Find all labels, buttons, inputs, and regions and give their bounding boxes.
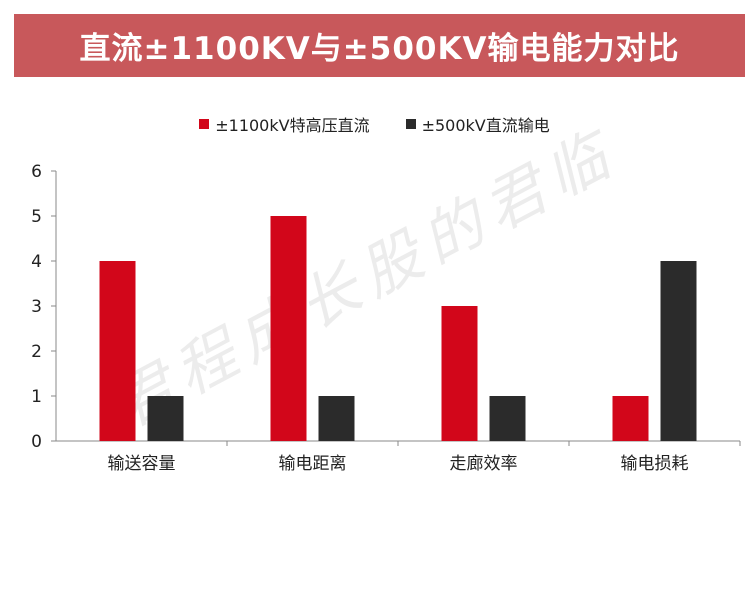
bar-1-4 <box>612 396 649 441</box>
title-bar: 直流±1100KV与±500KV输电能力对比 <box>14 14 745 77</box>
y-tick-label: 5 <box>31 207 42 227</box>
y-tick-label: 2 <box>31 342 42 362</box>
y-tick-label: 6 <box>31 162 42 182</box>
legend-item-series-1: ±1100kV特高压直流 <box>199 112 370 136</box>
chart-legend: ±1100kV特高压直流 ±500kV直流输电 <box>0 112 749 136</box>
legend-swatch-series-2 <box>405 119 416 129</box>
y-tick-label: 4 <box>31 252 42 272</box>
legend-label-series-2: ±500kV直流输电 <box>421 116 550 135</box>
bar-2-3 <box>489 396 526 441</box>
bar-chart: 0 1 2 3 4 5 6 输送容量 输电距离 走廊效率 输电损耗 <box>31 162 741 474</box>
legend-item-series-2: ±500kV直流输电 <box>405 112 550 136</box>
bar-1-1 <box>99 261 136 441</box>
legend-swatch-series-1 <box>199 119 210 129</box>
page-title: 直流±1100KV与±500KV输电能力对比 <box>79 31 680 67</box>
legend-label-series-1: ±1100kV特高压直流 <box>215 116 370 135</box>
x-tick-label: 输送容量 <box>108 454 176 474</box>
bar-2-4 <box>660 261 697 441</box>
bar-2-1 <box>147 396 184 441</box>
bar-1-2 <box>270 216 307 441</box>
bar-2-2 <box>318 396 355 441</box>
x-tick-label: 输电距离 <box>279 454 347 474</box>
x-tick-label: 输电损耗 <box>621 454 689 474</box>
x-tick-label: 走廊效率 <box>450 454 518 474</box>
y-tick-label: 0 <box>31 432 42 452</box>
bar-1-3 <box>441 306 478 441</box>
y-tick-label: 1 <box>31 387 42 407</box>
y-tick-label: 3 <box>31 297 42 317</box>
